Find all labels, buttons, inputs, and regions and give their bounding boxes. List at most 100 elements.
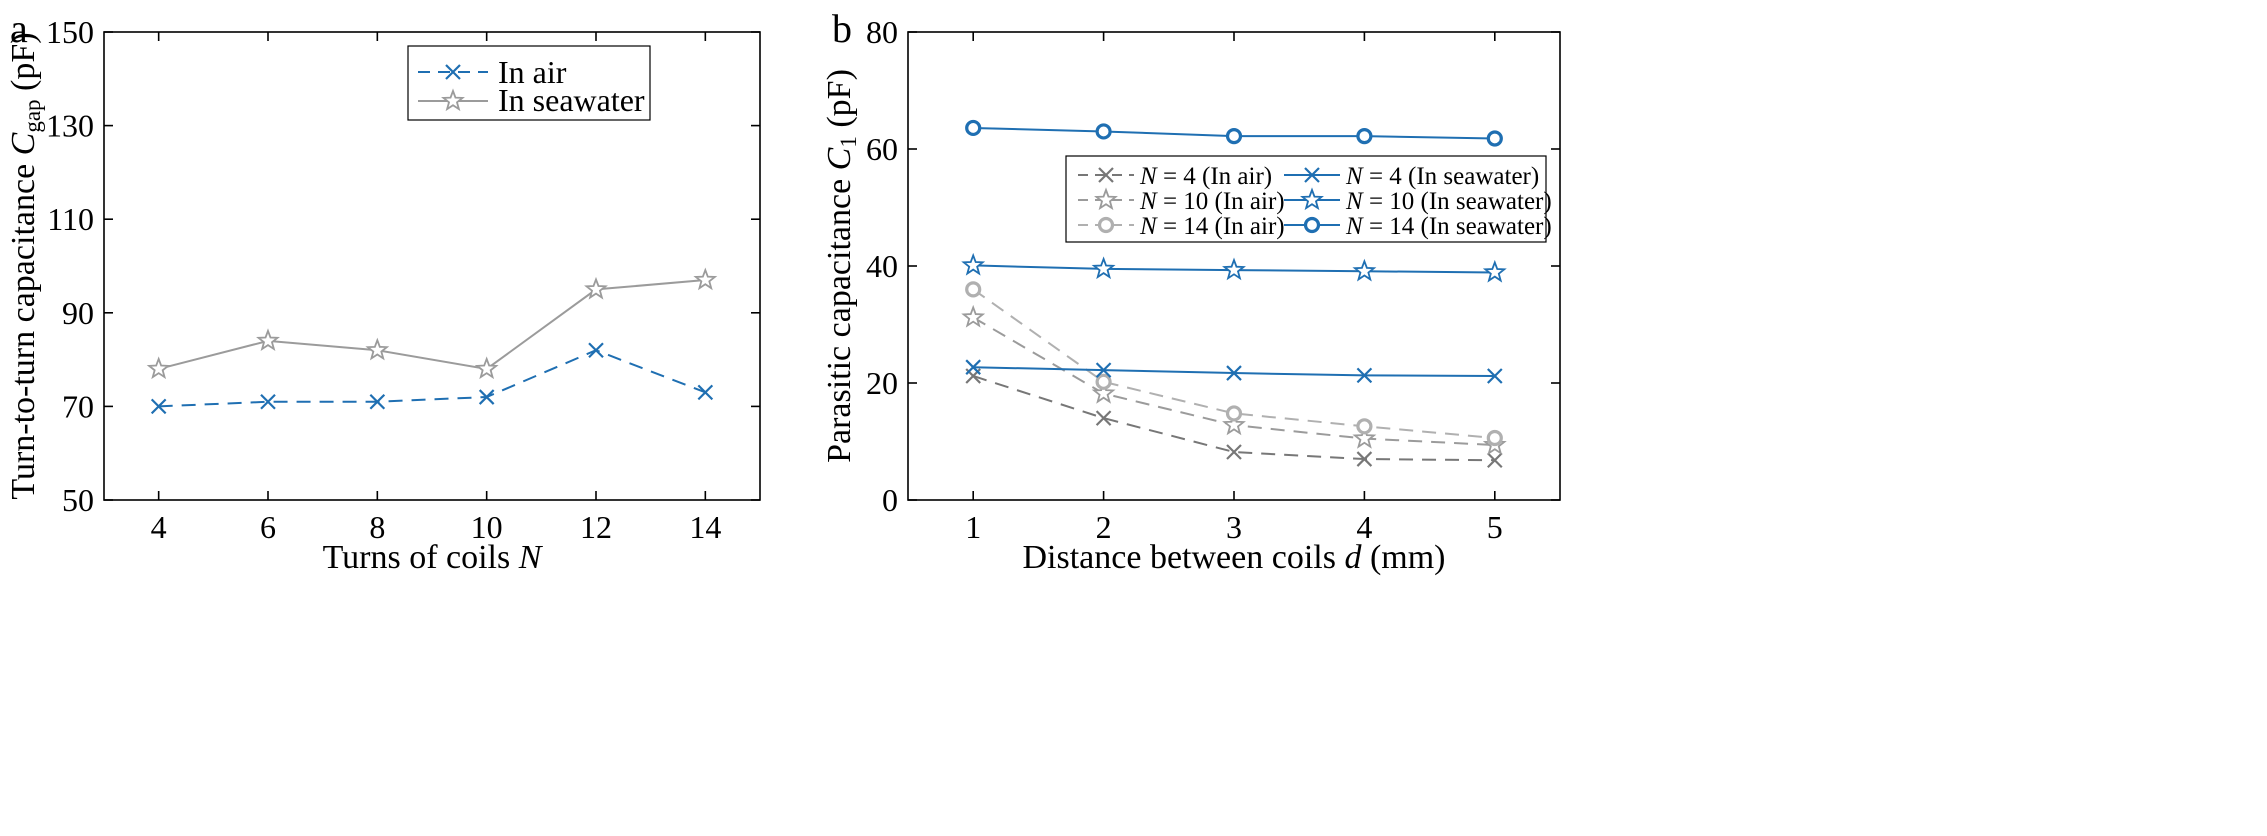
legend-marker-n14-seawater — [1303, 216, 1321, 234]
x-tick-label-b-4: 4 — [1356, 509, 1372, 545]
y-tick-label-a-70: 70 — [62, 388, 94, 424]
data-point-b-5-3 — [1356, 128, 1373, 145]
data-point-a-0-0 — [150, 398, 167, 415]
legend-label-n10-air: N = 10 (In air) — [1139, 188, 1285, 215]
legend-marker-n4-air — [1098, 167, 1114, 183]
chart-b: b 1 2 3 4 5 0 20 40 60 80 Distance between coils … — [821, 6, 1561, 576]
data-point-a-1-4 — [584, 276, 608, 300]
series-layer-a — [146, 267, 718, 415]
data-point-b-2-4 — [1486, 429, 1503, 447]
data-point-b-1-0 — [961, 304, 986, 328]
x-tick-label-b-1: 1 — [965, 509, 981, 545]
x-tick-label-a-4: 4 — [151, 509, 167, 545]
data-point-b-1-1 — [1091, 380, 1116, 404]
data-point-a-1-2 — [365, 337, 390, 361]
data-point-b-0-3 — [1356, 451, 1373, 467]
x-tick-label-a-8: 8 — [369, 509, 385, 545]
legend-marker-in-air — [445, 64, 461, 80]
tick-labels-a: 4 6 8 10 12 14 50 70 90 110 130 150 — [46, 14, 721, 545]
legend-entry-n14-air: N = 14 (In air) — [1078, 213, 1285, 240]
legend-entry-n10-seawater: N = 10 (In seawater) — [1284, 187, 1552, 215]
y-tick-label-b-0: 0 — [882, 482, 898, 518]
x-tick-label-b-3: 3 — [1226, 509, 1242, 545]
legend-label-n14-air: N = 14 (In air) — [1139, 213, 1285, 240]
data-point-b-0-2 — [1226, 444, 1242, 460]
data-point-a-0-4 — [588, 342, 604, 359]
x-tick-label-a-14: 14 — [689, 509, 721, 545]
y-tick-label-b-20: 20 — [866, 365, 898, 401]
y-tick-label-a-150: 150 — [46, 14, 94, 50]
legend-a: In air In seawater — [407, 45, 651, 121]
series-line-b-0 — [972, 375, 1495, 462]
y-tick-label-b-60: 60 — [866, 131, 898, 167]
panel-label-b: b — [832, 6, 852, 51]
x-axis-label-a: Turns of coils N — [323, 539, 544, 576]
chart-a: a 4 6 8 10 12 14 50 70 90 110 130 150 Turns of coil… — [5, 6, 761, 576]
y-tick-label-a-130: 130 — [46, 108, 94, 144]
legend-marker-glyph-b-5 — [1303, 216, 1321, 234]
y-axis-label-b: Parasitic capacitance C1 (pF) — [821, 69, 861, 463]
y-tick-label-b-80: 80 — [866, 14, 898, 50]
legend-entry-in-seawater: In seawater — [418, 82, 645, 118]
y-tick-label-a-50: 50 — [62, 482, 94, 518]
data-point-b-2-0 — [965, 281, 982, 298]
legend-marker-in-seawater — [441, 88, 465, 112]
data-point-b-5-4 — [1486, 130, 1503, 147]
series-line-b-2 — [972, 288, 1495, 439]
legend-label-n14-seawater: N = 14 (In seawater) — [1345, 213, 1552, 240]
legend-marker-n4-seawater — [1304, 167, 1320, 183]
y-tick-label-a-90: 90 — [62, 295, 94, 331]
y-tick-label-a-110: 110 — [47, 201, 94, 237]
x-tick-label-a-6: 6 — [260, 509, 276, 545]
data-point-b-3-2 — [1226, 365, 1242, 381]
data-point-b-2-2 — [1225, 405, 1243, 422]
data-point-b-2-1 — [1095, 373, 1112, 390]
data-point-b-5-0 — [965, 119, 982, 137]
data-point-a-1-1 — [256, 328, 280, 352]
data-point-b-5-1 — [1095, 123, 1112, 140]
legend-entry-n4-air: N = 4 (In air) — [1078, 163, 1272, 190]
legend-marker-glyph-b-0 — [1098, 167, 1114, 183]
legend-label-in-seawater: In seawater — [498, 82, 645, 118]
data-point-b-5-2 — [1225, 128, 1243, 145]
data-point-a-1-3 — [474, 356, 499, 380]
series-layer-b — [961, 119, 1507, 468]
y-tick-label-b-40: 40 — [866, 248, 898, 284]
data-point-b-2-3 — [1356, 418, 1373, 435]
legend-label-in-air: In air — [498, 54, 567, 90]
series-line-a-1 — [158, 279, 706, 371]
legend-entry-n4-seawater: N = 4 (In seawater) — [1284, 163, 1539, 190]
x-axis-label-b: Distance between coils d (mm) — [1023, 539, 1446, 576]
data-point-b-0-1 — [1095, 410, 1112, 426]
legend-label-n4-seawater: N = 4 (In seawater) — [1345, 163, 1539, 190]
legend-marker-glyph-a-1 — [441, 88, 465, 112]
legend-marker-glyph-b-3 — [1304, 167, 1320, 183]
legend-marker-glyph-b-2 — [1097, 216, 1115, 234]
legend-marker-glyph-a-0 — [445, 64, 461, 80]
data-point-b-3-0 — [965, 359, 981, 375]
legend-label-n10-seawater: N = 10 (In seawater) — [1345, 188, 1552, 215]
data-point-b-3-4 — [1487, 368, 1503, 384]
data-point-b-4-0 — [961, 252, 986, 276]
x-tick-label-b-5: 5 — [1487, 509, 1503, 545]
data-point-b-0-4 — [1487, 452, 1503, 468]
legend-label-n4-air: N = 4 (In air) — [1139, 163, 1272, 190]
data-point-a-0-3 — [478, 389, 495, 405]
data-point-b-3-3 — [1356, 367, 1373, 384]
panel-label-a: a — [10, 6, 28, 51]
legend-marker-n10-seawater — [1300, 187, 1324, 211]
data-point-b-1-2 — [1222, 412, 1246, 436]
tick-labels-b: 1 2 3 4 5 0 20 40 60 80 — [866, 14, 1503, 545]
legend-entry-n14-seawater: N = 14 (In seawater) — [1284, 213, 1552, 240]
data-point-a-0-1 — [260, 393, 276, 410]
data-point-a-0-2 — [369, 393, 386, 410]
legend-b: N = 4 (In air) N = 10 (In air) N = 14 (I… — [1065, 155, 1552, 243]
legend-marker-n14-air — [1097, 216, 1115, 234]
data-point-a-0-5 — [697, 384, 714, 401]
data-point-b-4-2 — [1222, 257, 1246, 281]
data-point-b-4-3 — [1352, 258, 1377, 282]
data-point-a-1-0 — [146, 356, 171, 380]
legend-entry-in-air: In air — [418, 54, 567, 90]
legend-entry-n10-air: N = 10 (In air) — [1078, 187, 1285, 215]
